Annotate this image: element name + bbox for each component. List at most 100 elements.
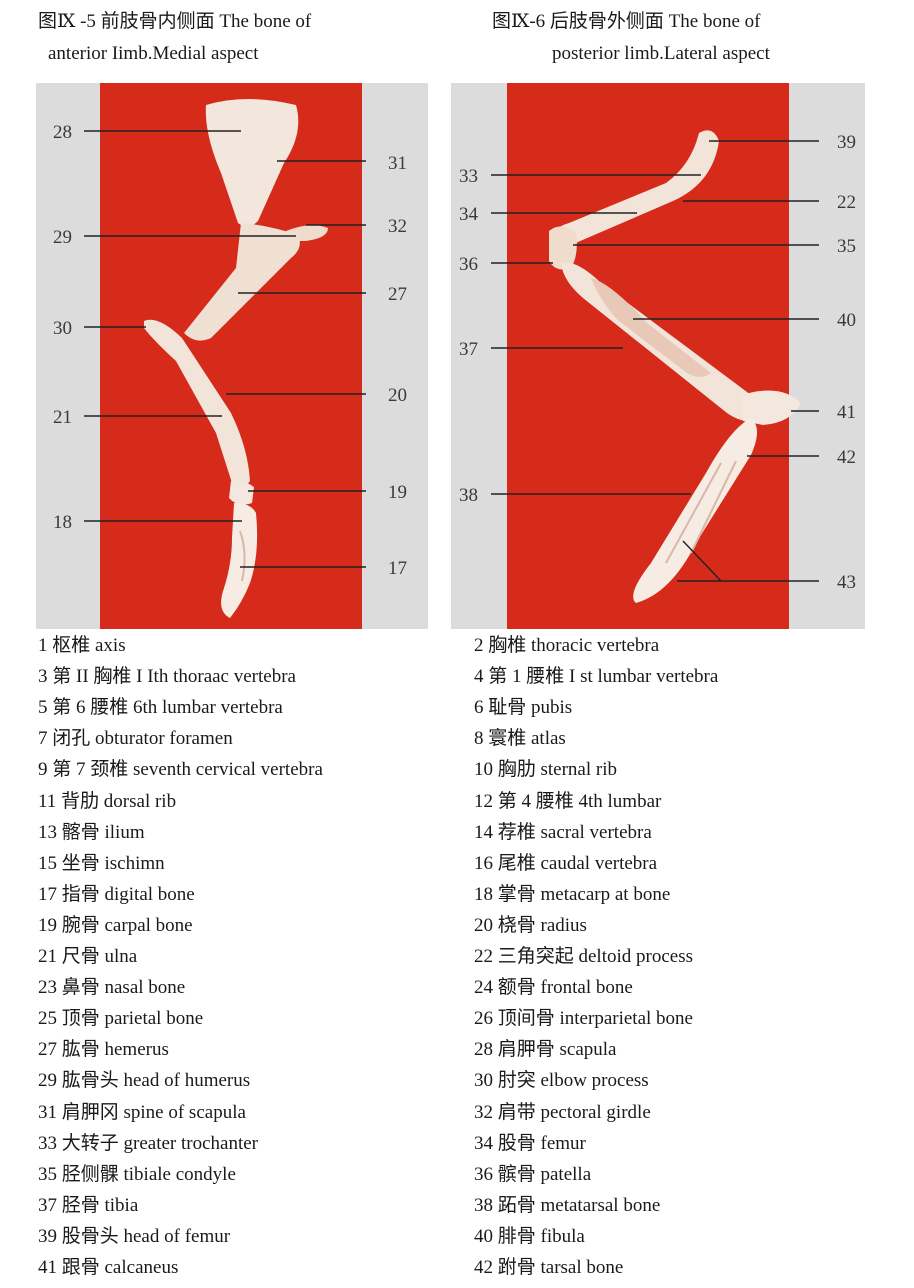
legend-entry: 42 跗骨 tarsal bone: [474, 1257, 624, 1278]
legend-entry: 18 掌骨 metacarp at bone: [474, 883, 671, 905]
carpal-bone: [229, 480, 254, 505]
label-30: 30: [53, 318, 72, 339]
legend-entry: 1 枢椎 axis: [38, 635, 126, 656]
legend-row: 1 枢椎 axis 2 胸椎 thoracic vertebra: [0, 630, 914, 661]
label-17: 17: [388, 558, 407, 579]
label-28: 28: [53, 122, 72, 143]
legend-entry: 25 顶骨 parietal bone: [38, 1008, 204, 1030]
humerus-bone: [184, 223, 300, 341]
legend-row: 23 鼻骨 nasal bone 24 额骨 frontal bone: [0, 972, 914, 1003]
posterior-limb-photo: 33 34 36 37 38 39 22 35 40 41 42 43: [451, 83, 865, 629]
legend-entry: 20 桡骨 radius: [474, 914, 587, 936]
legend-entry: 10 胸肋 sternal rib: [474, 759, 618, 781]
legend-entry: 19 腕骨 carpal bone: [38, 914, 193, 936]
label-37: 37: [459, 339, 478, 360]
legend-entry: 31 肩胛冈 spine of scapula: [38, 1101, 246, 1123]
legend-entry: 34 股骨 femur: [474, 1132, 586, 1154]
legend-entry: 22 三角突起 deltoid process: [474, 946, 694, 967]
right-figure-caption-line2: posterior limb.Lateral aspect: [552, 43, 770, 64]
legend-entry: 8 寰椎 atlas: [474, 728, 566, 750]
legend-row: 19 腕骨 carpal bone 20 桡骨 radius: [0, 910, 914, 941]
red-backdrop: [507, 83, 789, 629]
label-21: 21: [53, 407, 72, 428]
legend-entry: 27 肱骨 hemerus: [38, 1039, 169, 1061]
legend-entry: 28 肩胛骨 scapula: [474, 1039, 617, 1061]
legend-row: 15 坐骨 ischimn 16 尾椎 caudal vertebra: [0, 848, 914, 879]
femur-bone: [549, 130, 719, 249]
legend-entry: 26 顶间骨 interparietal bone: [474, 1008, 693, 1030]
legend-entry: 16 尾椎 caudal vertebra: [474, 852, 658, 874]
legend-entry: 13 髂骨 ilium: [38, 821, 145, 843]
label-29: 29: [53, 227, 72, 248]
label-22: 22: [837, 192, 856, 213]
label-42: 42: [837, 447, 856, 468]
label-19: 19: [388, 482, 407, 503]
label-43: 43: [837, 572, 856, 593]
legend-row: 5 第 6 腰椎 6th lumbar vertebra 6 耻骨 pubis: [0, 692, 914, 723]
digit-bones: [221, 503, 258, 618]
legend-entry: 6 耻骨 pubis: [474, 697, 573, 719]
legend-row: 25 顶骨 parietal bone 26 顶间骨 interparietal …: [0, 1003, 914, 1034]
legend-entry: 39 股骨头 head of femur: [38, 1225, 231, 1247]
legend-row: 37 胫骨 tibia 38 跖骨 metatarsal bone: [0, 1190, 914, 1221]
legend-entry: 7 闭孔 obturator foramen: [38, 728, 233, 750]
right-figure-caption-line1: 图Ⅸ-6 后肢骨外侧面 The bone of: [492, 11, 761, 32]
tarsal-bone: [741, 390, 801, 425]
legend-entry: 30 肘突 elbow process: [474, 1070, 649, 1092]
legend-entry: 4 第 1 腰椎 I st lumbar vertebra: [474, 666, 719, 688]
label-36: 36: [459, 254, 478, 275]
legend-entry: 3 第 II 胸椎 I Ith thoraac vertebra: [38, 666, 296, 688]
legend-entry: 32 肩带 pectoral girdle: [474, 1101, 651, 1123]
legend-row: 33 大转子 greater trochanter 34 股骨 femur: [0, 1128, 914, 1159]
forearm-bones: [144, 319, 250, 488]
legend-entry: 29 肱骨头 head of humerus: [38, 1070, 251, 1092]
legend-entry: 15 坐骨 ischimn: [38, 852, 165, 874]
left-leader-lines: [84, 130, 366, 568]
label-33: 33: [459, 166, 478, 187]
legend-entry: 12 第 4 腰椎 4th lumbar: [474, 790, 662, 812]
left-figure-caption-line1: 图Ⅸ -5 前肢骨内侧面 The bone of: [38, 11, 312, 32]
label-27: 27: [388, 284, 407, 305]
label-18: 18: [53, 512, 72, 533]
legend-entry: 36 髌骨 patella: [474, 1163, 592, 1185]
legend-row: 31 肩胛冈 spine of scapula 32 肩带 pectoral gi…: [0, 1097, 914, 1128]
legend-row: 11 背肋 dorsal rib 12 第 4 腰椎 4th lumbar: [0, 786, 914, 817]
legend-row: 39 股骨头 head of femur 40 腓骨 fibula: [0, 1221, 914, 1252]
legend-entry: 24 额骨 frontal bone: [474, 977, 633, 999]
label-32: 32: [388, 216, 407, 237]
legend-row: 7 闭孔 obturator foramen 8 寰椎 atlas: [0, 723, 914, 754]
legend-entry: 38 跖骨 metatarsal bone: [474, 1194, 661, 1216]
label-39: 39: [837, 132, 856, 153]
label-40: 40: [837, 310, 856, 331]
label-34: 34: [459, 204, 479, 225]
legend-row: 29 肱骨头 head of humerus 30 肘突 elbow proces…: [0, 1065, 914, 1096]
label-35: 35: [837, 236, 856, 257]
legend-entry: 11 背肋 dorsal rib: [38, 790, 177, 812]
legend-row: 17 指骨 digital bone 18 掌骨 metacarp at bone: [0, 879, 914, 910]
legend-entry: 23 鼻骨 nasal bone: [38, 977, 186, 999]
legend-entry: 9 第 7 颈椎 seventh cervical vertebra: [38, 759, 323, 781]
legend-entry: 21 尺骨 ulna: [38, 946, 138, 967]
legend-row: 13 髂骨 ilium 14 荐椎 sacral vertebra: [0, 817, 914, 848]
label-41: 41: [837, 402, 856, 423]
legend-entry: 35 胫侧髁 tibiale condyle: [38, 1163, 236, 1185]
legend-entry: 2 胸椎 thoracic vertebra: [474, 635, 660, 656]
label-38: 38: [459, 485, 478, 506]
legend-entry: 37 胫骨 tibia: [38, 1194, 139, 1216]
legend-entry: 40 腓骨 fibula: [474, 1225, 585, 1247]
legend-entry: 17 指骨 digital bone: [38, 883, 195, 905]
legend-row: 35 胫侧髁 tibiale condyle 36 髌骨 patella: [0, 1159, 914, 1190]
right-leader-lines: [491, 140, 819, 582]
legend-row: 21 尺骨 ulna 22 三角突起 deltoid process: [0, 941, 914, 972]
legend-row: 3 第 II 胸椎 I Ith thoraac vertebra 4 第 1 腰椎…: [0, 661, 914, 692]
legend-row: 27 肱骨 hemerus 28 肩胛骨 scapula: [0, 1034, 914, 1065]
legend-entry: 14 荐椎 sacral vertebra: [474, 821, 652, 843]
legend-row: 41 跟骨 calcaneus 42 跗骨 tarsal bone: [0, 1252, 914, 1283]
left-figure-caption-line2: anterior Iimb.Medial aspect: [48, 43, 259, 64]
legend-entry: 41 跟骨 calcaneus: [38, 1257, 179, 1278]
label-20: 20: [388, 385, 407, 406]
knee-joint: [549, 226, 577, 270]
legend-row: 9 第 7 颈椎 seventh cervical vertebra 10 胸肋 …: [0, 754, 914, 785]
legend-entry: 5 第 6 腰椎 6th lumbar vertebra: [38, 697, 283, 719]
label-31: 31: [388, 153, 407, 174]
